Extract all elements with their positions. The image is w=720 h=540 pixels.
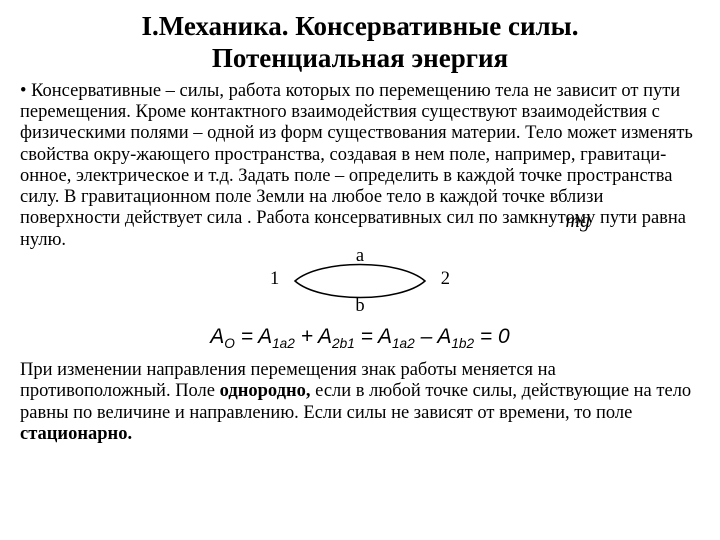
title-line2: Потенциальная энергия <box>212 43 508 73</box>
eq-A4: A <box>378 325 392 348</box>
eq-zero: = 0 <box>474 325 510 348</box>
eq-A2: A <box>258 325 272 348</box>
eq-eq1: = <box>235 325 258 348</box>
eq-sub-1b2: 1b2 <box>451 336 474 351</box>
diagram-label-1: 1 <box>270 269 279 290</box>
eq-sub-1a2b: 1a2 <box>392 336 415 351</box>
title-line1: I.Механика. Консервативные силы. <box>141 11 578 41</box>
mg-symbol: mg <box>566 210 590 233</box>
eq-eq2: = <box>355 325 378 348</box>
para2-bold2: стационарно. <box>20 424 132 444</box>
page-title: I.Механика. Консервативные силы. Потенци… <box>20 10 700 75</box>
paragraph-1: • Консервативные – силы, работа которых … <box>20 81 700 251</box>
closed-path-diagram: a b 1 2 <box>20 251 700 317</box>
eq-sub-1a2: 1a2 <box>272 336 295 351</box>
eq-sub-2b1: 2b1 <box>332 336 355 351</box>
diagram-label-b: b <box>355 296 364 317</box>
work-equation: AO = A1a2 + A2b1 = A1a2 – A1b2 = 0 <box>20 325 700 352</box>
eq-A1: A <box>210 325 224 348</box>
eq-sub-O: O <box>224 336 235 351</box>
eq-A3: A <box>318 325 332 348</box>
para1-text: • Консервативные – силы, работа которых … <box>20 81 693 250</box>
diagram-label-2: 2 <box>441 269 450 290</box>
paragraph-2: При изменении направления перемещения зн… <box>20 360 700 445</box>
eq-A5: A <box>437 325 451 348</box>
para2-bold1: однородно, <box>220 381 311 401</box>
eq-minus: – <box>415 325 438 348</box>
eq-plus: + <box>295 325 318 348</box>
diagram-label-a: a <box>356 246 364 267</box>
diagram-inner: a b 1 2 <box>260 251 460 311</box>
